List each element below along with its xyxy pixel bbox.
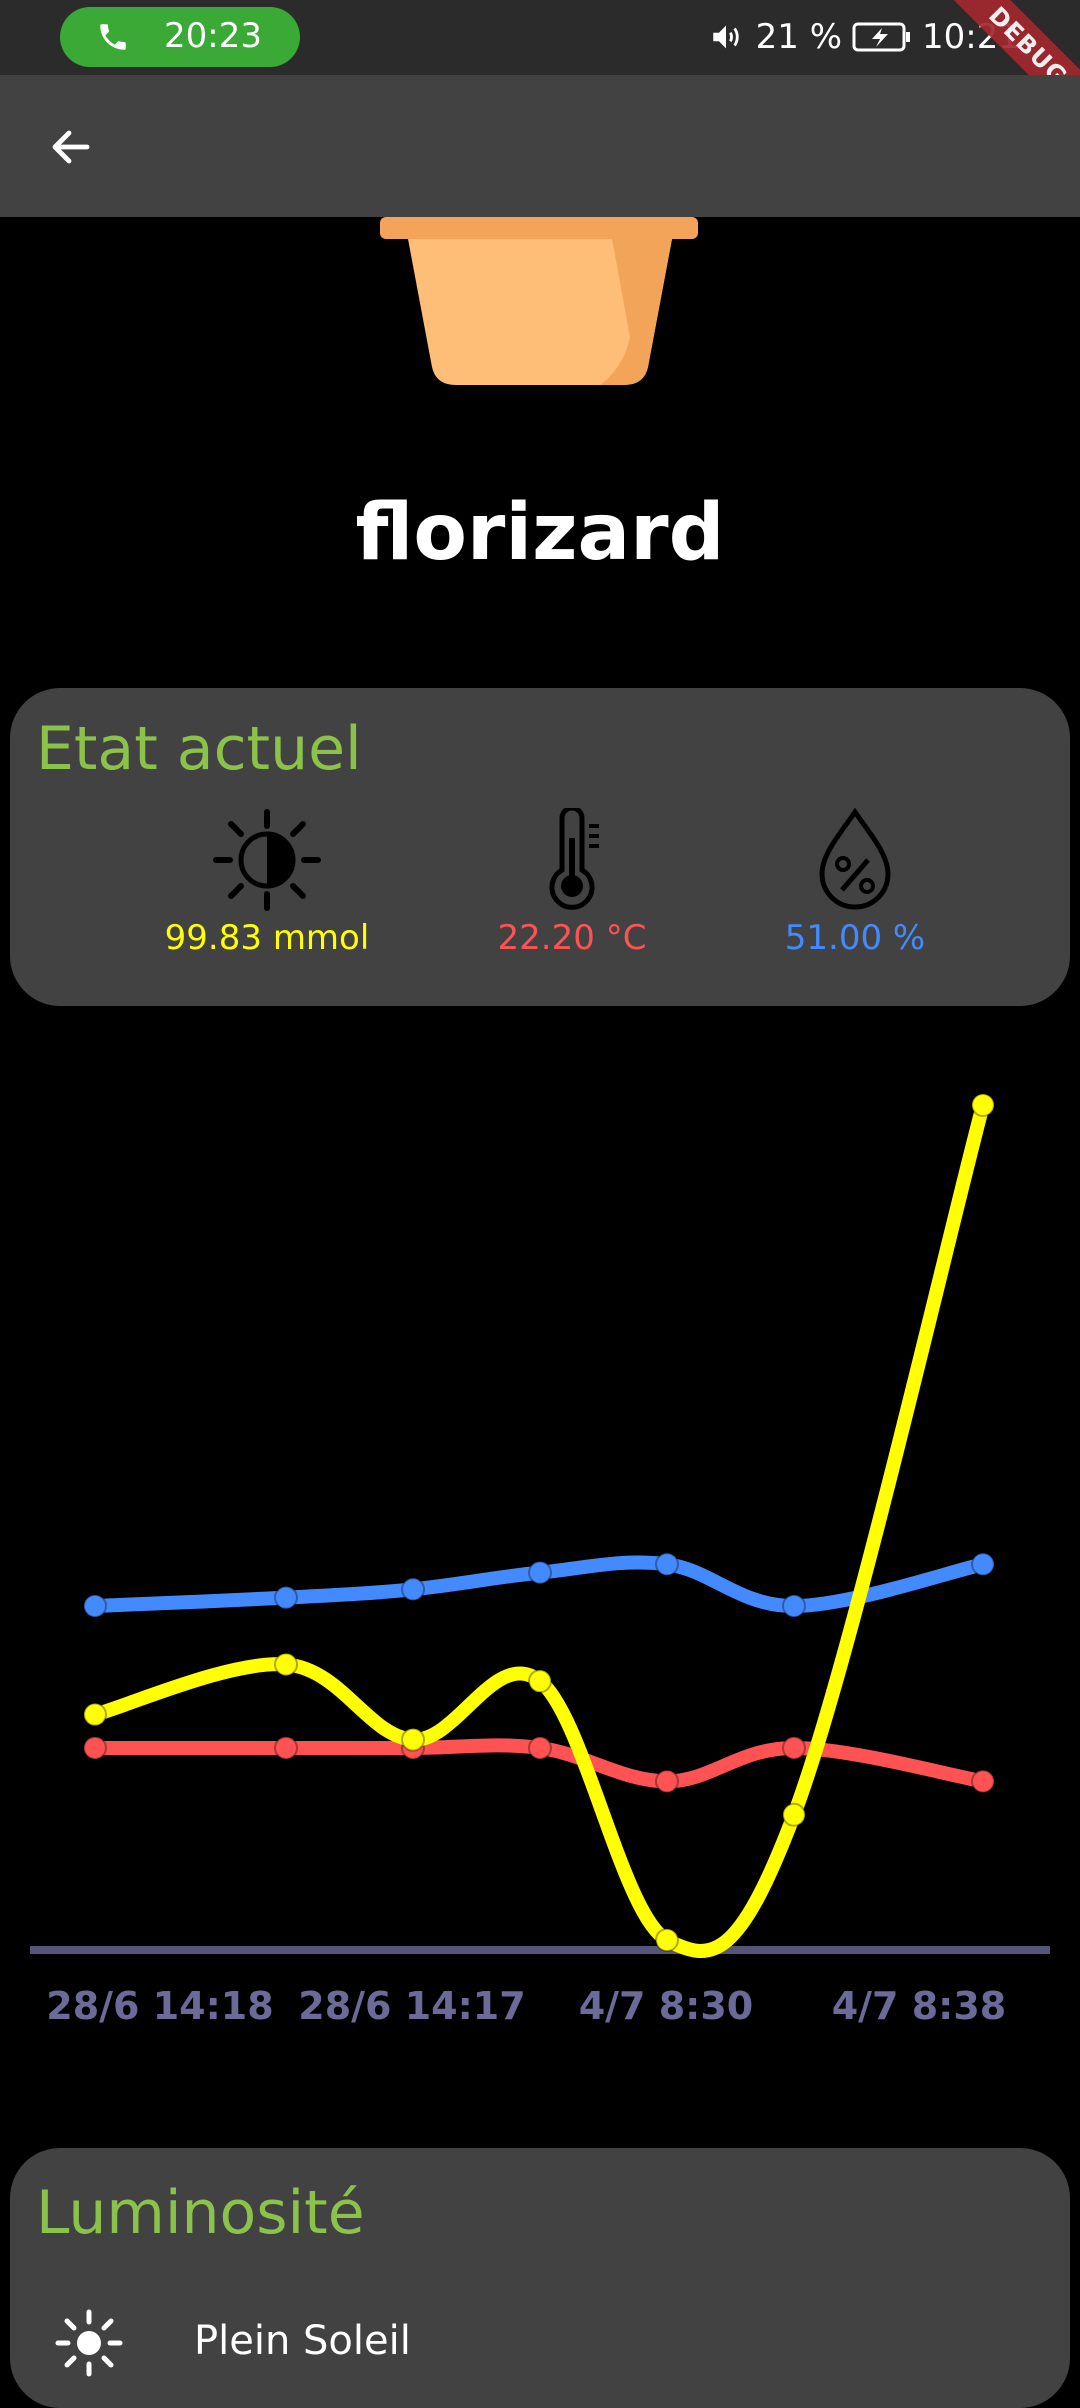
luminosity-card: Luminosité Plein Soleil bbox=[10, 2148, 1070, 2408]
volume-icon bbox=[712, 25, 739, 49]
data-point bbox=[83, 1594, 107, 1618]
battery-percent: 21 % bbox=[755, 17, 843, 57]
data-point bbox=[528, 1735, 552, 1760]
app-bar bbox=[0, 75, 1080, 217]
light-metric: 99.83 mmol bbox=[147, 808, 387, 958]
data-point bbox=[528, 1669, 552, 1694]
data-point bbox=[401, 1727, 425, 1752]
data-point bbox=[401, 1577, 425, 1602]
data-point bbox=[782, 1735, 806, 1760]
data-point bbox=[782, 1594, 806, 1618]
data-point bbox=[83, 1702, 107, 1727]
data-point bbox=[274, 1735, 298, 1760]
back-arrow-icon[interactable] bbox=[44, 123, 98, 171]
luminosity-title: Luminosité bbox=[36, 2178, 365, 2248]
x-tick-label: 4/7 8:30 bbox=[578, 1984, 754, 2028]
data-point bbox=[655, 1928, 679, 1952]
plant-name: florizard bbox=[355, 488, 725, 578]
thermometer-icon bbox=[549, 808, 599, 910]
data-point bbox=[971, 1093, 995, 1117]
sun-icon bbox=[55, 2309, 123, 2377]
data-point bbox=[83, 1735, 107, 1760]
light-value: 99.83 mmol bbox=[164, 918, 370, 958]
ongoing-call-pill[interactable]: 20:23 bbox=[60, 7, 300, 67]
current-state-card: Etat actuel 99.83 mmol 22.20 °C bbox=[10, 688, 1070, 1006]
line-chart bbox=[30, 1093, 1050, 1958]
humidity-metric: 51.00 % bbox=[735, 808, 975, 958]
x-tick-label: 4/7 8:38 bbox=[831, 1984, 1007, 2028]
temperature-value: 22.20 °C bbox=[497, 918, 647, 958]
data-point bbox=[971, 1552, 995, 1577]
brightness-icon bbox=[213, 809, 321, 911]
data-point bbox=[655, 1769, 679, 1794]
series-line-2 bbox=[88, 1098, 990, 1958]
battery-charging-icon bbox=[852, 22, 911, 52]
x-tick-label: 28/6 14:18 bbox=[46, 1984, 274, 2028]
phone-icon bbox=[100, 24, 126, 50]
data-point bbox=[971, 1769, 995, 1794]
status-bar: 20:23 21 % 10:21 DEBUG bbox=[0, 0, 1080, 138]
water-drop-percent-icon bbox=[819, 808, 891, 910]
data-point bbox=[655, 1552, 679, 1577]
data-point bbox=[274, 1585, 298, 1610]
call-timer: 20:23 bbox=[164, 16, 262, 56]
x-tick-label: 28/6 14:17 bbox=[298, 1984, 526, 2028]
data-point bbox=[528, 1560, 552, 1585]
current-state-title: Etat actuel bbox=[36, 714, 362, 784]
data-point bbox=[274, 1652, 298, 1677]
data-point bbox=[782, 1802, 806, 1827]
humidity-value: 51.00 % bbox=[784, 918, 926, 958]
temperature-metric: 22.20 °C bbox=[452, 808, 692, 958]
plant-pot-image bbox=[380, 217, 698, 385]
luminosity-label: Plein Soleil bbox=[194, 2318, 411, 2364]
sensor-history-chart bbox=[0, 1060, 1080, 2040]
